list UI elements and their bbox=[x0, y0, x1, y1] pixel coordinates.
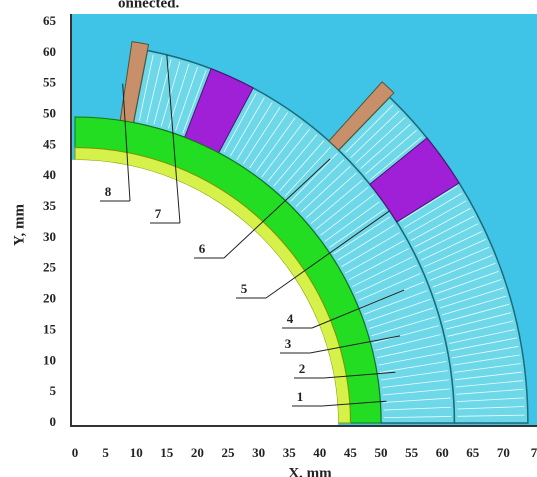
x-tick-label: 40 bbox=[313, 445, 326, 460]
y-axis-label: Y, mm bbox=[11, 204, 27, 246]
x-tick-label: 10 bbox=[130, 445, 143, 460]
y-tick-label: 20 bbox=[43, 291, 56, 306]
y-tick-label: 35 bbox=[43, 198, 57, 213]
x-tick-label: 60 bbox=[436, 445, 449, 460]
y-tick-label: 25 bbox=[43, 260, 57, 275]
x-tick-label: 65 bbox=[466, 445, 480, 460]
y-tick-label: 65 bbox=[43, 13, 57, 28]
x-tick-label: 35 bbox=[283, 445, 297, 460]
x-axis-label: X, mm bbox=[288, 465, 332, 477]
caption: onnected. bbox=[118, 0, 179, 11]
callout-label: 7 bbox=[155, 206, 162, 221]
x-tick-label: 5 bbox=[102, 445, 109, 460]
y-tick-label: 60 bbox=[43, 44, 56, 59]
x-tick-label: 50 bbox=[375, 445, 388, 460]
callout-label: 6 bbox=[199, 241, 206, 256]
x-tick-label: 55 bbox=[405, 445, 419, 460]
y-tick-label: 15 bbox=[43, 321, 57, 336]
callout-label: 5 bbox=[241, 281, 248, 296]
y-tick-label: 40 bbox=[43, 167, 56, 182]
callout-label: 1 bbox=[297, 389, 304, 404]
callout-label: 2 bbox=[299, 361, 306, 376]
x-tick-label: 30 bbox=[252, 445, 265, 460]
x-tick-label: 15 bbox=[160, 445, 174, 460]
x-tick-label: 45 bbox=[344, 445, 358, 460]
x-tick-label: 7 bbox=[531, 445, 537, 460]
x-tick-label: 70 bbox=[497, 445, 510, 460]
x-tick-label: 0 bbox=[72, 445, 79, 460]
callout-label: 8 bbox=[105, 184, 112, 199]
y-tick-label: 55 bbox=[43, 75, 57, 90]
y-tick-label: 50 bbox=[43, 105, 56, 120]
y-tick-label: 0 bbox=[50, 414, 57, 429]
y-tick-label: 45 bbox=[43, 136, 57, 151]
y-tick-label: 10 bbox=[43, 352, 56, 367]
y-tick-label: 30 bbox=[43, 229, 56, 244]
figure: onnected. 12345678 Y, mm X, mm 051015202… bbox=[0, 0, 537, 477]
x-tick-label: 20 bbox=[191, 445, 204, 460]
callout-label: 4 bbox=[287, 311, 294, 326]
y-tick-label: 5 bbox=[50, 383, 57, 398]
callout-label: 3 bbox=[285, 336, 292, 351]
x-tick-label: 25 bbox=[222, 445, 236, 460]
